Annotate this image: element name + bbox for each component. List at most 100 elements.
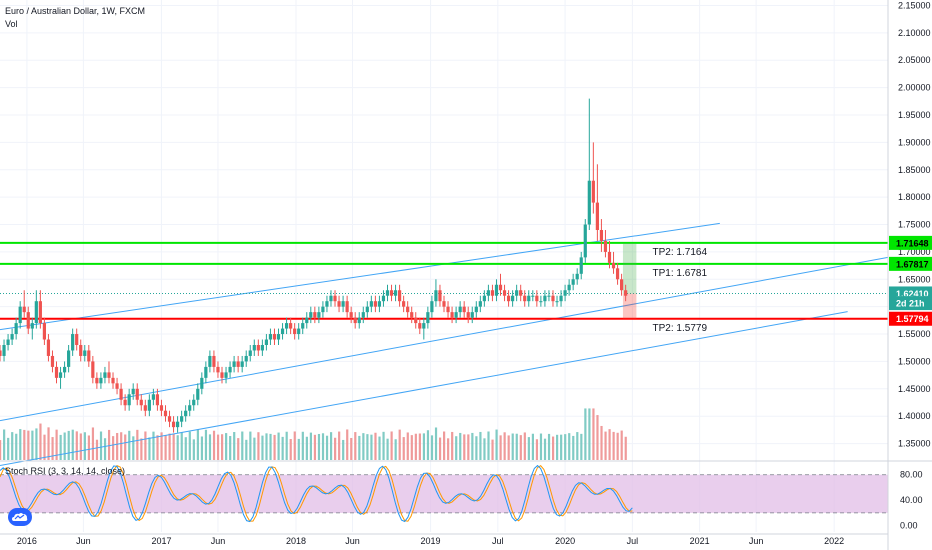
volume-bar (588, 408, 591, 460)
volume-bar (63, 432, 66, 460)
candle-body (450, 312, 454, 318)
candle-body (317, 312, 321, 318)
volume-bar (265, 433, 268, 460)
volume-bar (140, 438, 143, 460)
candle-body (620, 279, 624, 291)
long-position-tool[interactable] (622, 243, 637, 319)
candle-body (398, 290, 402, 302)
candle-body (139, 399, 143, 406)
candle-body (119, 388, 123, 400)
candle-body (426, 312, 430, 324)
volume-bar (87, 435, 90, 460)
volume-bar (152, 431, 155, 460)
candle-body (442, 301, 446, 307)
candle-body (155, 394, 160, 406)
candle-body (607, 251, 612, 263)
candle-body (341, 301, 345, 307)
volume-bar (455, 436, 458, 460)
candle-body (123, 399, 127, 406)
volume-bar (426, 430, 430, 460)
candle-body (559, 295, 563, 302)
volume-bar (180, 432, 183, 460)
candle-body (494, 284, 499, 296)
volume-bar (543, 438, 547, 460)
volume-bar (116, 432, 119, 460)
volume-bar (192, 439, 195, 460)
volume-bar (204, 429, 208, 460)
candle-body (624, 290, 628, 296)
candle-body (289, 323, 293, 329)
volume-bar (216, 434, 220, 460)
volume-bar (321, 433, 325, 460)
price-tick-label: 2.05000 (898, 55, 931, 65)
price-tick-label: 1.50000 (898, 356, 931, 366)
volume-bar (245, 439, 248, 460)
volume-bar (346, 429, 349, 460)
volume-bar (568, 433, 571, 460)
price-tick-label: 1.35000 (898, 439, 931, 449)
candle-body (373, 301, 377, 307)
candle-body (192, 399, 196, 406)
time-tick-label: 2019 (421, 536, 441, 546)
chart-legend: Euro / Australian Dollar, 1W, FXCM Vol (5, 5, 145, 31)
volume-bar (535, 439, 539, 460)
volume-bar (398, 429, 401, 460)
candle-body (462, 306, 466, 313)
volume-bar (612, 431, 615, 460)
candle-body (470, 312, 474, 318)
candle-body (615, 268, 620, 280)
volume-bar (269, 433, 272, 460)
candle-body (46, 339, 51, 356)
volume-bar (188, 431, 191, 460)
volume-bar (334, 437, 337, 460)
candlesticks (0, 98, 628, 433)
candle-body (260, 345, 264, 351)
candle-body (14, 323, 18, 335)
volume-bar (600, 425, 603, 460)
stoch-rsi-label[interactable]: Stoch RSI (3, 3, 14, 14, close) (5, 466, 126, 476)
volume-bar (47, 427, 50, 460)
candle-body (50, 355, 55, 367)
candle-body (196, 388, 200, 400)
candle-body (337, 301, 341, 307)
volume-bar (547, 433, 551, 460)
candle-body (502, 290, 507, 296)
volume-bar (459, 432, 462, 460)
volume-bar (241, 431, 244, 460)
candle-body (466, 312, 470, 318)
volume-bar (483, 438, 486, 460)
volume-bar (608, 429, 611, 460)
volume-bar (358, 435, 361, 460)
candle-body (567, 284, 571, 291)
candle-body (256, 345, 260, 351)
tradingview-logo-icon[interactable] (8, 508, 32, 526)
volume-bar (237, 438, 240, 460)
candle-body (591, 180, 595, 203)
volume-bar (463, 434, 466, 460)
candle-body (430, 301, 434, 313)
symbol-title[interactable]: Euro / Australian Dollar, 1W, FXCM (5, 6, 146, 16)
volume-bar (95, 439, 99, 460)
volume-bar (434, 427, 438, 460)
volume-label[interactable]: Vol (5, 19, 18, 29)
volume-bar (527, 437, 530, 460)
price-label: 1.71648 (896, 238, 929, 248)
rsi-tick-label: 40.00 (900, 495, 923, 505)
candle-body (276, 334, 281, 340)
candle-body (167, 416, 172, 422)
volume-bar (293, 431, 296, 460)
volume-bar (99, 431, 103, 460)
trend-line (0, 222, 720, 331)
profit-zone (622, 243, 637, 294)
price-label: 2d 21h (896, 299, 925, 309)
candle-body (438, 290, 442, 302)
candle-body (135, 388, 139, 400)
candle-body (527, 295, 531, 302)
price-tick-label: 2.15000 (898, 0, 931, 10)
annotations: TP2: 1.7164 TP1: 1.6781 TP2: 1.5779 (653, 247, 708, 334)
candle-body (418, 323, 422, 329)
tp-annotation: TP2: 1.5779 (653, 323, 708, 334)
volume-bar (374, 432, 377, 460)
volume-bar (23, 429, 26, 460)
